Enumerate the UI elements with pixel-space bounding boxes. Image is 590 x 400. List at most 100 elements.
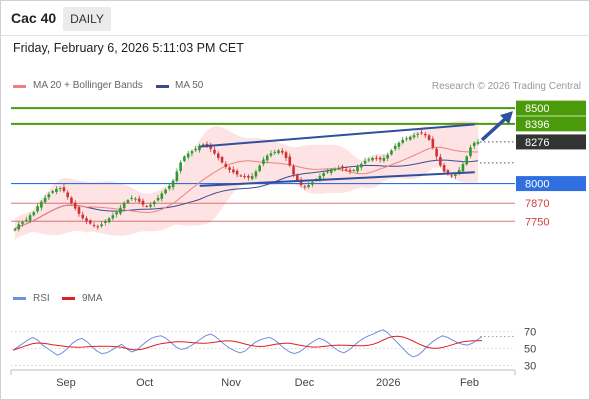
- candle-body: [92, 224, 96, 226]
- rsi-tick-label: 30: [524, 361, 536, 373]
- candle-body: [348, 170, 352, 172]
- candle-body: [465, 156, 469, 165]
- candle-body: [352, 170, 356, 171]
- candle-body: [254, 171, 258, 177]
- candle-body: [58, 188, 62, 190]
- candle-body: [382, 157, 386, 161]
- rsi-line: [12, 329, 483, 358]
- candle-body: [239, 175, 243, 177]
- candle-body: [183, 156, 186, 162]
- candle-body: [235, 170, 239, 175]
- current-price-tag: [516, 134, 586, 150]
- time-tick-label: Dec: [295, 377, 315, 389]
- time-tick-label: Sep: [56, 377, 76, 389]
- candle-body: [55, 188, 58, 193]
- candle-body: [273, 151, 277, 153]
- candle-body: [299, 179, 303, 186]
- candle-body: [70, 197, 73, 204]
- current-price-label: 8276: [525, 137, 549, 149]
- candle-body: [292, 166, 295, 175]
- ma20-line: [14, 146, 479, 230]
- candle-body: [36, 206, 39, 212]
- candle-body: [122, 203, 126, 209]
- candle-body: [397, 142, 401, 147]
- candle-body: [149, 204, 152, 207]
- ma50-legend-label: MA 50: [175, 80, 204, 91]
- rsi-ma-legend-swatch: [62, 297, 75, 300]
- candle-body: [307, 185, 310, 188]
- candle-body: [104, 221, 107, 223]
- candle-body: [156, 197, 160, 201]
- candle-body: [472, 142, 476, 147]
- candle-body: [205, 143, 209, 146]
- rsi-ma-line: [12, 335, 483, 351]
- candle-body: [258, 165, 261, 172]
- timestamp: Friday, February 6, 2026 5:11:03 PM CET: [13, 41, 244, 55]
- candle-body: [164, 189, 167, 194]
- resistance-1-tag: [516, 116, 586, 132]
- candle-body: [450, 175, 453, 177]
- candle-body: [40, 201, 43, 208]
- candle-body: [232, 169, 235, 173]
- symbol-title: Cac 40: [11, 10, 57, 26]
- header-divider: [0, 35, 590, 36]
- candle-body: [175, 171, 179, 182]
- rsi-legend-label: RSI: [33, 293, 50, 304]
- candle-body: [284, 152, 288, 158]
- candle-body: [119, 207, 122, 214]
- candle-body: [47, 194, 51, 198]
- candle-body: [111, 215, 115, 219]
- candle-body: [213, 149, 216, 154]
- candle-body: [288, 156, 292, 166]
- candle-body: [420, 132, 423, 134]
- candle-body: [51, 191, 54, 193]
- ma50-legend-swatch: [156, 85, 169, 88]
- candle-body: [333, 168, 337, 171]
- candle-body: [435, 148, 438, 157]
- candle-body: [107, 218, 111, 223]
- period-tab-daily[interactable]: DAILY: [63, 7, 111, 31]
- candle-body: [371, 157, 374, 161]
- candle-body: [412, 135, 416, 138]
- candle-body: [77, 207, 81, 214]
- candle-body: [81, 214, 85, 219]
- candle-body: [280, 150, 284, 153]
- candle-body: [137, 198, 141, 202]
- candle-body: [247, 175, 250, 178]
- candle-body: [326, 171, 329, 173]
- resistance-2-label: 8500: [525, 103, 549, 115]
- candle-body: [356, 166, 359, 172]
- candle-body: [66, 192, 69, 198]
- candle-body: [439, 156, 442, 166]
- candle-body: [469, 147, 472, 156]
- upper-channel-line: [199, 123, 475, 148]
- candle-body: [100, 224, 103, 227]
- candle-body: [476, 141, 480, 144]
- resistance-1-label: 8396: [525, 119, 549, 131]
- candle-body: [390, 150, 393, 155]
- candle-body: [446, 170, 450, 175]
- candle-body: [367, 159, 371, 161]
- rsi-tick-label: 50: [524, 344, 536, 356]
- candle-body: [130, 197, 133, 199]
- rsi-tick-label: 70: [524, 327, 536, 339]
- candle-body: [62, 187, 66, 192]
- support-1-label: 8000: [525, 179, 549, 191]
- candle-body: [85, 218, 88, 222]
- candle-body: [431, 138, 435, 148]
- projection-arrow-shaft: [480, 116, 508, 142]
- candle-body: [318, 176, 322, 180]
- candle-body: [416, 133, 420, 135]
- candle-body: [168, 185, 171, 189]
- candle-body: [126, 200, 130, 203]
- candle-body: [43, 197, 47, 203]
- resistance-2-tag: [516, 100, 586, 116]
- research-credit: Research © 2026 Trading Central: [431, 81, 581, 92]
- candle-body: [17, 224, 21, 230]
- candle-body: [265, 155, 269, 161]
- time-tick-label: Oct: [136, 377, 153, 389]
- candle-body: [134, 198, 137, 200]
- candle-body: [21, 222, 24, 224]
- candle-body: [322, 173, 325, 177]
- candle-body: [216, 153, 220, 158]
